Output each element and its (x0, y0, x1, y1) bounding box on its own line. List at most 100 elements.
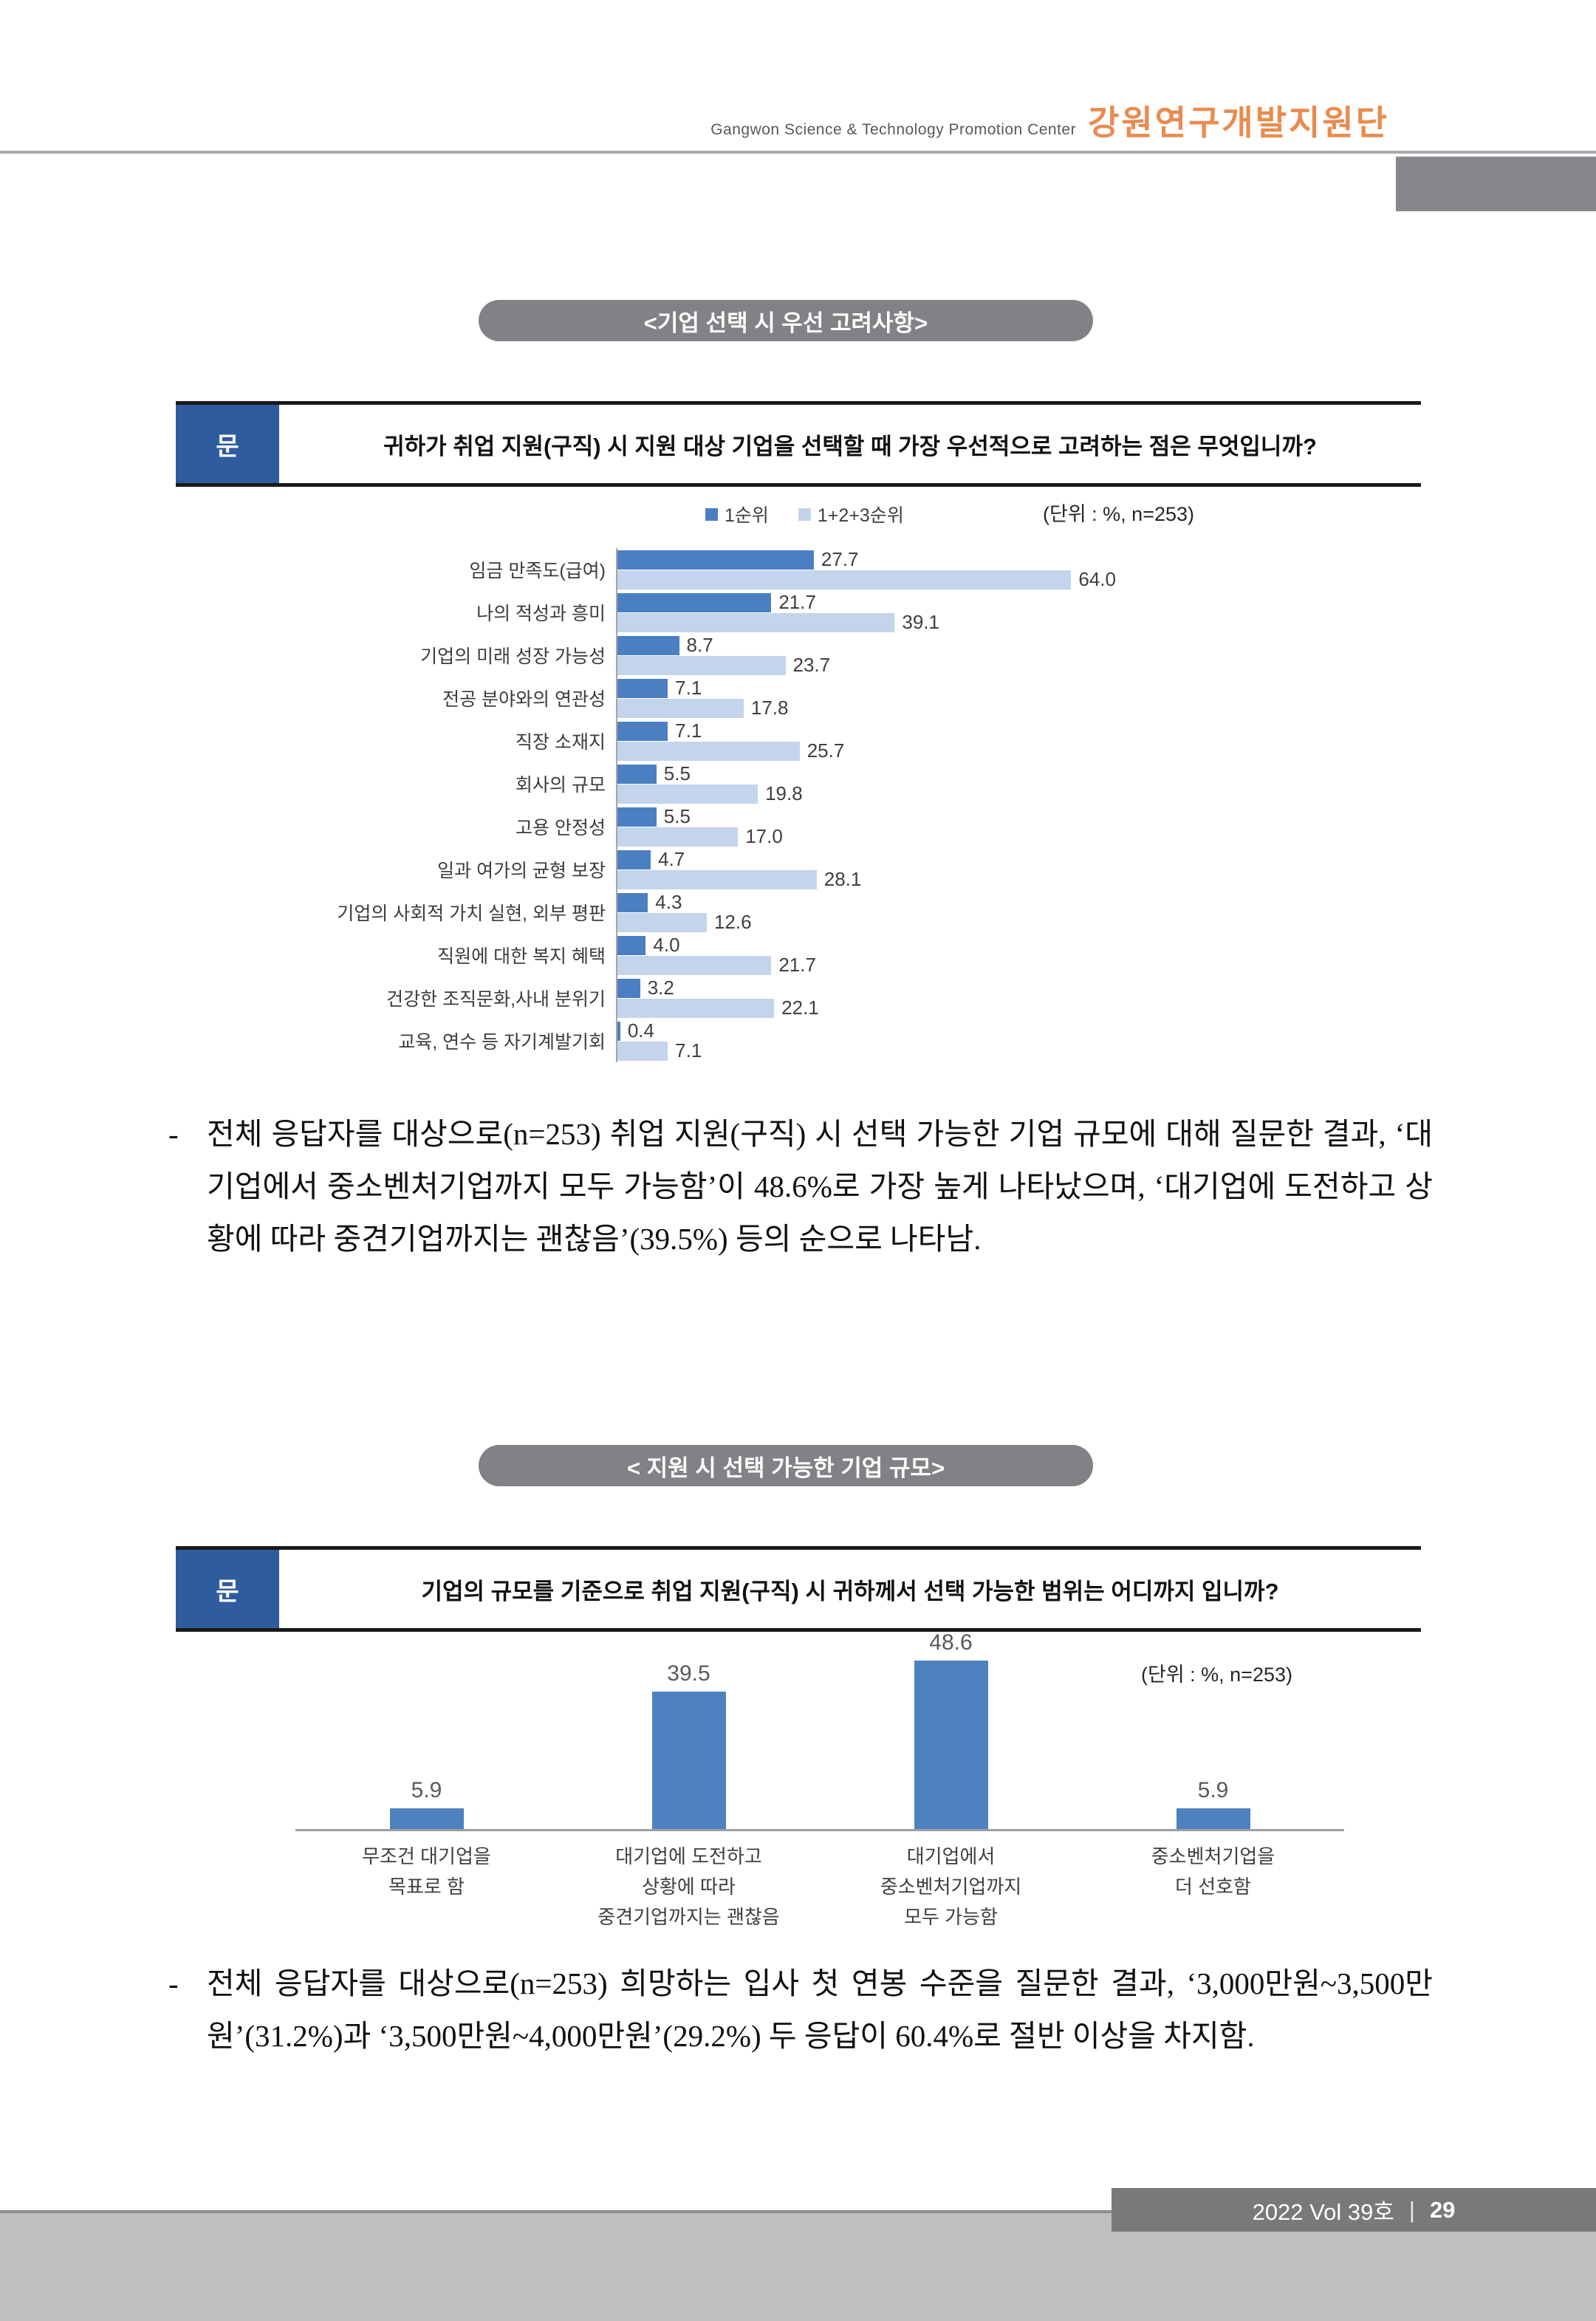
bar-top3-priority (617, 698, 744, 718)
section1-question-text: 귀하가 취업 지원(구직) 시 지원 대상 기업을 선택할 때 가장 우선적으로… (383, 433, 1317, 459)
bar-line-top3-priority: 64.0 (617, 568, 1300, 590)
bar-line-1st-priority: 8.7 (617, 634, 1300, 656)
footer-page-bar: 2022 Vol 39호 | 29 (1112, 2188, 1596, 2232)
bar-1st-priority (617, 935, 646, 955)
bullet-dash: - (168, 1117, 179, 1151)
bar-1st-priority (617, 721, 668, 741)
bar-value-label: 5.9 (1197, 1778, 1229, 1803)
bar-1st-priority (617, 978, 640, 998)
chart1-category-row: 교육, 연수 등 자기계발기회 0.4 7.1 (310, 1019, 1300, 1062)
chart2-bar-column: 5.9 (1082, 1778, 1344, 1829)
category-bars: 4.7 28.1 (616, 848, 1300, 891)
paragraph-text: 전체 응답자를 대상으로(n=253) 취업 지원(구직) 시 선택 가능한 기… (207, 1117, 1433, 1256)
chart2-plot: 5.9 39.5 48.6 5.9 (295, 1625, 1344, 1831)
chart1-category-row: 나의 적성과 흥미 21.7 39.1 (310, 591, 1300, 634)
legend-swatch-1st (705, 507, 718, 521)
bar-line-1st-priority: 5.5 (617, 805, 1300, 827)
section2-question-text: 기업의 규모를 기준으로 취업 지원(구직) 시 귀하께서 선택 가능한 범위는… (421, 1578, 1279, 1604)
bar-value-label: 25.7 (806, 739, 845, 762)
bar-line-top3-priority: 23.7 (617, 654, 1300, 676)
bar-top3-priority (617, 655, 786, 675)
bar-value-label: 17.8 (750, 697, 789, 719)
category-bars: 7.1 25.7 (616, 719, 1300, 762)
bar-1st-priority (617, 592, 772, 612)
bar-line-1st-priority: 3.2 (617, 977, 1300, 999)
category-bars: 5.5 19.8 (616, 762, 1300, 805)
section1-question-box: 문 귀하가 취업 지원(구직) 시 지원 대상 기업을 선택할 때 가장 우선적… (176, 401, 1421, 487)
bar-line-1st-priority: 0.4 (617, 1019, 1300, 1042)
bar-top3-priority (617, 1041, 668, 1061)
bar-line-1st-priority: 4.0 (617, 934, 1300, 956)
question-label-badge: 문 (176, 405, 279, 483)
chart1-category-row: 임금 만족도(급여) 27.7 64.0 (310, 548, 1300, 591)
bar-line-top3-priority: 17.8 (617, 697, 1300, 719)
chart1-category-row: 기업의 미래 성장 가능성 8.7 23.7 (310, 634, 1300, 677)
bar-1st-priority (617, 550, 814, 570)
bar-1st-priority (617, 850, 651, 869)
bar-value-label: 48.6 (929, 1630, 973, 1655)
category-bars: 8.7 23.7 (616, 634, 1300, 677)
paragraph-text: 전체 응답자를 대상으로(n=253) 희망하는 입사 첫 연봉 수준을 질문한… (207, 1966, 1433, 2053)
chart1-category-row: 직장 소재지 7.1 25.7 (310, 719, 1300, 762)
bar-top3-priority (617, 912, 707, 932)
chart1-category-row: 건강한 조직문화,사내 분위기 3.2 22.1 (310, 977, 1300, 1019)
chart2-bar-column: 39.5 (558, 1661, 820, 1829)
bar-value-label: 64.0 (1078, 568, 1116, 590)
bar-1st-priority (617, 1021, 620, 1041)
footer-page-number: 29 (1429, 2196, 1456, 2223)
legend-item-top3: 1+2+3순위 (798, 501, 904, 527)
bar-value-label: 0.4 (627, 1019, 654, 1042)
chart2-bar-column: 5.9 (295, 1778, 558, 1829)
bar-1st-priority (617, 764, 657, 784)
chart1-category-row: 회사의 규모 5.5 19.8 (310, 762, 1300, 805)
chart1-category-row: 전공 분야와의 연관성 7.1 17.8 (310, 677, 1300, 719)
vertical-bar (1176, 1808, 1250, 1829)
section2-question-box: 문 기업의 규모를 기준으로 취업 지원(구직) 시 귀하께서 선택 가능한 범… (176, 1546, 1421, 1632)
bar-value-label: 28.1 (823, 868, 862, 890)
bar-value-label: 4.3 (655, 891, 682, 913)
chart1-category-row: 고용 안정성 5.5 17.0 (310, 805, 1300, 848)
category-label: 대기업에서 중소벤처기업까지 모두 가능함 (880, 1845, 1022, 1928)
bar-line-top3-priority: 19.8 (617, 782, 1300, 804)
bar-1st-priority (617, 892, 648, 912)
chart2-unit-label: (단위 : %, n=253) (1140, 1664, 1292, 1686)
bar-1st-priority (617, 807, 657, 827)
bar-line-top3-priority: 12.6 (617, 911, 1300, 933)
bar-value-label: 7.1 (675, 719, 702, 742)
bar-line-1st-priority: 5.5 (617, 762, 1300, 785)
chart1-legend: 1순위 1+2+3순위 (705, 501, 904, 527)
bar-value-label: 39.5 (667, 1661, 710, 1686)
bar-line-top3-priority: 25.7 (617, 739, 1300, 762)
legend-item-1st: 1순위 (705, 501, 769, 527)
bar-value-label: 12.6 (713, 911, 752, 933)
bar-value-label: 7.1 (675, 1039, 702, 1062)
bar-line-1st-priority: 7.1 (617, 719, 1300, 742)
bar-top3-priority (617, 570, 1072, 589)
bar-line-1st-priority: 21.7 (617, 591, 1300, 613)
body-paragraph-2: - 전체 응답자를 대상으로(n=253) 희망하는 입사 첫 연봉 수준을 질… (168, 1958, 1433, 2062)
category-label: 건강한 조직문화,사내 분위기 (386, 989, 606, 1010)
bar-value-label: 3.2 (647, 977, 674, 999)
bullet-dash: - (168, 1966, 179, 2000)
category-bars: 21.7 39.1 (616, 591, 1300, 634)
bar-line-top3-priority: 7.1 (617, 1039, 1300, 1062)
vertical-bar (651, 1692, 726, 1829)
header-corner-block (1396, 157, 1596, 211)
bar-line-top3-priority: 39.1 (617, 611, 1300, 633)
category-label: 기업의 미래 성장 가능성 (420, 646, 606, 667)
category-label: 회사의 규모 (516, 775, 606, 796)
bar-value-label: 4.0 (653, 934, 680, 956)
category-label: 직장 소재지 (516, 732, 606, 753)
bar-line-1st-priority: 7.1 (617, 677, 1300, 699)
bar-top3-priority (617, 827, 739, 847)
chart1-unit-label: (단위 : %, n=253) (1043, 503, 1195, 525)
category-bars: 4.3 12.6 (616, 891, 1300, 934)
category-label: 전공 분야와의 연관성 (442, 689, 606, 710)
header-title-ko: 강원연구개발지원단 (1088, 103, 1389, 142)
chart2-bar-column: 48.6 (820, 1630, 1082, 1829)
bar-line-1st-priority: 4.7 (617, 848, 1300, 870)
bar-value-label: 4.7 (658, 848, 685, 870)
category-bars: 27.7 64.0 (616, 548, 1300, 591)
bar-value-label: 8.7 (686, 634, 713, 656)
bar-line-top3-priority: 17.0 (617, 825, 1300, 847)
